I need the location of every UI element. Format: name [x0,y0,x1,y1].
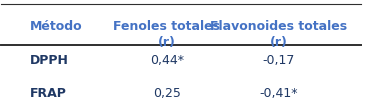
Text: Fenoles totales
(r): Fenoles totales (r) [113,20,220,49]
Text: -0,17: -0,17 [262,54,295,67]
Text: -0,41*: -0,41* [259,87,298,100]
Text: 0,44*: 0,44* [150,54,184,67]
Text: Flavonoides totales
(r): Flavonoides totales (r) [210,20,347,49]
Text: DPPH: DPPH [30,54,69,67]
Text: Método: Método [30,20,83,33]
Text: 0,25: 0,25 [153,87,181,100]
Text: FRAP: FRAP [30,87,67,100]
